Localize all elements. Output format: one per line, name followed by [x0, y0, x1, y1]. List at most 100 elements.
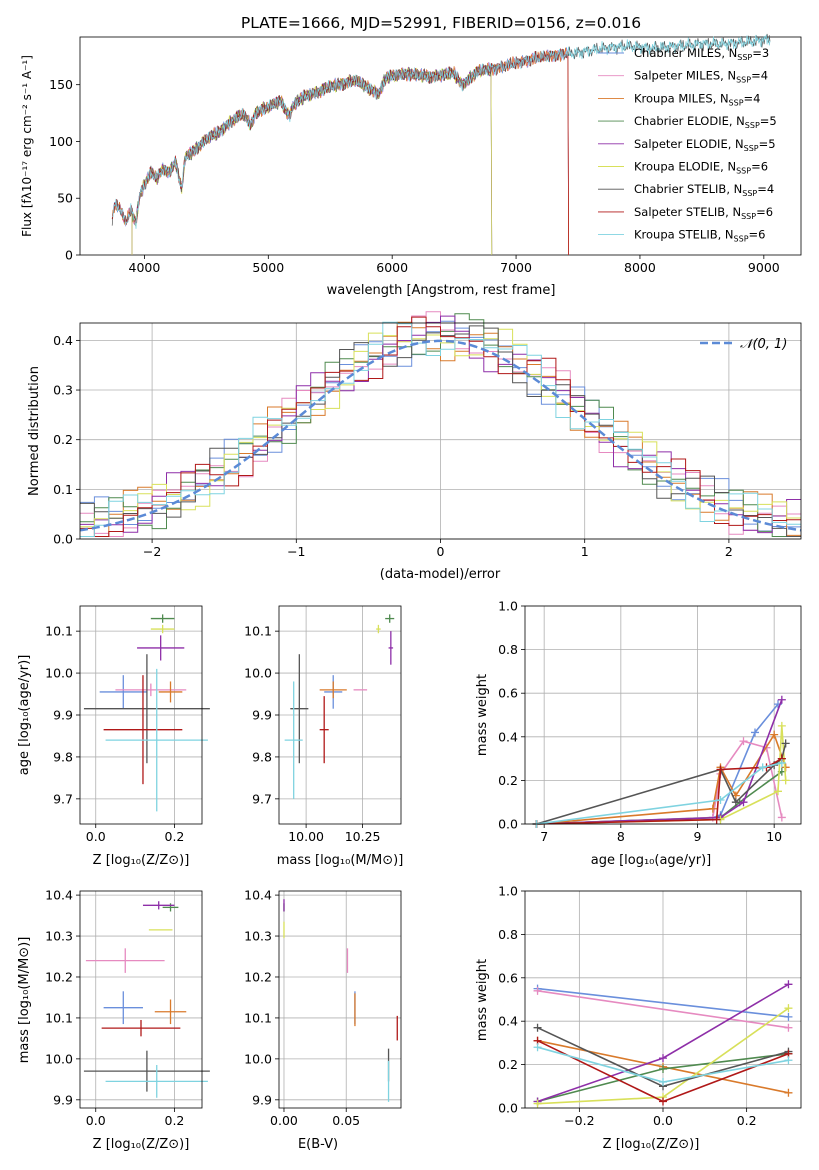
y-tick-label: 0	[65, 248, 73, 263]
x-tick-label: 0.0	[86, 829, 106, 844]
y-tick-label: 9.8	[53, 749, 73, 764]
legend-label: Kroupa STELIB, NSSP=6	[634, 228, 765, 244]
data-point	[101, 1019, 181, 1037]
y-tick-label: 0.0	[498, 1101, 518, 1116]
y-tick-label: 10.0	[244, 1051, 272, 1066]
mass-weight-vs-age-xlabel: age [log₁₀(age/yr)]	[591, 853, 712, 868]
spectrum-xlabel: wavelength [Angstrom, rest frame]	[327, 283, 556, 298]
y-tick-label: 0.2	[498, 773, 518, 788]
mass-weight-marker	[784, 980, 793, 989]
mass-weight-line	[536, 743, 787, 825]
y-tick-label: 10.1	[45, 1010, 73, 1025]
x-tick-label: 10.25	[345, 829, 381, 844]
mass-weight-marker	[659, 1064, 667, 1073]
mass-weight-marker	[659, 1054, 667, 1063]
gaussian-curve	[79, 339, 802, 532]
y-tick-label: 9.9	[53, 708, 73, 723]
y-tick-label: 0.4	[498, 729, 518, 744]
gaussian-legend-label: 𝒩(0, 1)	[740, 337, 787, 352]
mass-weight-marker	[777, 721, 786, 730]
y-tick-label: 10.4	[244, 888, 272, 903]
mass-weight-line	[537, 990, 789, 1029]
y-tick-label: 0.2	[498, 1057, 518, 1072]
axes-frame	[278, 605, 402, 825]
x-tick-label: −1	[287, 544, 305, 559]
mass-weight-marker	[739, 737, 748, 746]
x-tick-label: 5000	[252, 260, 284, 275]
x-tick-label: −0.2	[564, 1113, 594, 1128]
x-tick-label: 9000	[748, 260, 780, 275]
spectrum-legend: Chabrier MILES, NSSP=3 Salpeter MILES, NS…	[598, 46, 777, 244]
spectrum-ticks: 4000 5000 6000 7000 8000 9000 0 50 100 150	[49, 77, 780, 275]
x-tick-label: 0.0	[86, 1113, 106, 1128]
mass-vs-Z-panel: Z [log₁₀(Z/Z⊙)] mass [log₁₀(M/M⊙)] 0.0 0.…	[17, 888, 210, 1152]
residuals-xlabel: (data-model)/error	[380, 567, 501, 582]
data-point	[388, 631, 394, 665]
figure-title: PLATE=1666, MJD=52991, FIBERID=0156, z=0…	[241, 14, 641, 32]
mass-weight-line	[536, 703, 779, 825]
mass-weight-marker	[533, 1043, 542, 1052]
spectrum-panel: 4000 5000 6000 7000 8000 9000 0 50 100 150 Chabri…	[20, 33, 802, 298]
y-tick-label: 150	[49, 77, 73, 92]
residuals-panel: −2 −1 0 1 2 0.0 0.1 0.2 0.3 0.4 𝒩(0, 1) (data-mod…	[27, 311, 802, 582]
mass-weight-marker	[716, 796, 725, 805]
axes-frame	[524, 890, 802, 1109]
x-tick-label: 6000	[376, 260, 408, 275]
mass-weight-marker	[784, 1023, 793, 1032]
y-tick-label: 10.0	[45, 1051, 73, 1066]
y-tick-label: 0.1	[53, 482, 73, 497]
x-tick-label: 1	[581, 544, 589, 559]
axes-frame	[524, 605, 802, 825]
mass-weight-vs-age-ylabel: mass weight	[475, 674, 490, 756]
mass-weight-marker	[758, 763, 767, 772]
age-vs-Z-ylabel: age [log₁₀(age/yr)]	[17, 655, 32, 776]
legend-label: Chabrier STELIB, NSSP=4	[634, 182, 774, 198]
mass-weight-marker	[731, 798, 740, 807]
data-point	[83, 654, 210, 764]
axes-frame	[79, 890, 203, 1109]
x-tick-label: 10.00	[288, 829, 324, 844]
mass-weight-marker	[659, 1097, 667, 1106]
age-vs-mass-panel: mass [log₁₀(M/M⊙)] 10.00 10.25 9.7 9.8 9.9 10…	[244, 605, 403, 868]
age-vs-Z-panel: Z [log₁₀(Z/Z⊙)] age [log₁₀(age/yr)] 0.0 0…	[17, 605, 210, 868]
mass-weight-marker	[784, 1004, 793, 1013]
y-tick-label: 9.9	[252, 1092, 272, 1107]
y-tick-label: 1.0	[498, 599, 518, 614]
x-tick-label: 0.00	[270, 1113, 298, 1128]
histogram-series	[80, 316, 801, 537]
histogram-series	[80, 321, 801, 537]
y-tick-label: 50	[57, 191, 73, 206]
y-tick-label: 0.4	[498, 1014, 518, 1029]
mass-weight-marker	[533, 1023, 542, 1032]
y-tick-label: 9.7	[252, 791, 272, 806]
mass-vs-Z-ylabel: mass [log₁₀(M/M⊙)]	[17, 937, 32, 1064]
y-tick-label: 10.0	[244, 666, 272, 681]
spectrum-line	[112, 34, 771, 229]
mass-weight-marker	[781, 776, 790, 785]
y-tick-label: 0.6	[498, 970, 518, 985]
y-tick-label: 0.4	[53, 333, 73, 348]
mass-weight-marker	[533, 986, 542, 995]
y-tick-label: 10.2	[244, 969, 272, 984]
x-tick-label: 9	[694, 829, 702, 844]
mass-weight-line	[536, 740, 783, 825]
y-tick-label: 0.6	[498, 686, 518, 701]
mass-weight-marker	[770, 730, 779, 739]
spectrum-lines	[111, 33, 771, 256]
x-tick-label: 0.2	[165, 1113, 185, 1128]
spectrum-line	[111, 47, 569, 256]
mass-weight-marker	[708, 804, 717, 813]
mass-weight-marker	[784, 1056, 793, 1065]
spectrum-line	[111, 33, 771, 226]
mass-weight-marker	[777, 695, 786, 704]
mass-weight-marker	[784, 1012, 793, 1021]
data-point	[137, 635, 185, 661]
axes-frame	[79, 605, 203, 825]
y-tick-label: 9.9	[252, 708, 272, 723]
y-tick-label: 10.1	[244, 624, 272, 639]
mass-weight-vs-age-panel: age [log₁₀(age/yr)] mass weight 7 8 9 10 0.0…	[475, 599, 802, 868]
residuals-ylabel: Normed distribution	[27, 366, 42, 496]
legend-label: Kroupa ELODIE, NSSP=6	[634, 160, 768, 176]
x-tick-label: 8	[617, 829, 625, 844]
legend-label: Salpeter ELODIE, NSSP=5	[634, 137, 776, 153]
